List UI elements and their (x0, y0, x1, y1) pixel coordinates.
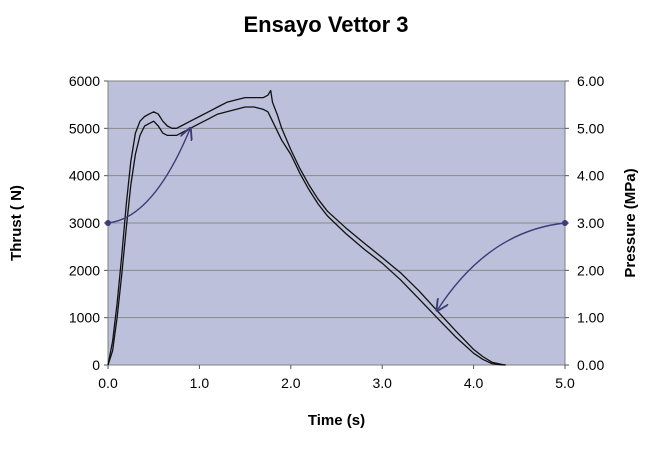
chart-title: Ensayo Vettor 3 (243, 12, 408, 37)
gridlines (104, 80, 569, 369)
series-layer (107, 89, 506, 366)
y-tick-label: 2000 (69, 262, 100, 278)
y2-tick-label: 0.00 (577, 357, 604, 373)
annotation-anchor-dot (562, 220, 568, 226)
y-tick-label: 4000 (69, 168, 100, 184)
tick-labels: 0 0.00 1000 1.00 2000 2.00 3000 3.00 4000 4.00 500… (69, 73, 605, 391)
x-tick-label: 5.0 (555, 375, 575, 391)
y2-tick-label: 1.00 (577, 310, 604, 326)
y-axis-label: Thrust ( N) (8, 185, 25, 261)
y-tick-label: 1000 (69, 310, 100, 326)
annotations (105, 128, 568, 310)
x-tick-label: 1.0 (190, 375, 210, 391)
y-tick-label: 3000 (69, 215, 100, 231)
y-tick-label: 0 (92, 357, 100, 373)
x-tick-label: 4.0 (464, 375, 484, 391)
series-line-1 (107, 89, 506, 366)
y2-tick-label: 3.00 (577, 215, 604, 231)
y2-tick-label: 6.00 (577, 73, 604, 89)
y2-axis-label: Pressure (MPa) (622, 168, 639, 277)
annotation-arrow (107, 128, 190, 224)
series-line-2 (107, 106, 506, 366)
x-axis-label: Time (s) (308, 412, 365, 429)
y2-tick-label: 2.00 (577, 262, 604, 278)
y2-tick-label: 5.00 (577, 120, 604, 136)
y-tick-label: 6000 (69, 73, 100, 89)
annotation-anchor-dot (105, 220, 111, 226)
y2-tick-label: 4.00 (577, 168, 604, 184)
annotation-arrow (437, 222, 566, 311)
y-tick-label: 5000 (69, 120, 100, 136)
x-tick-label: 2.0 (281, 375, 301, 391)
x-tick-label: 0.0 (98, 375, 118, 391)
x-tick-label: 3.0 (372, 375, 392, 391)
